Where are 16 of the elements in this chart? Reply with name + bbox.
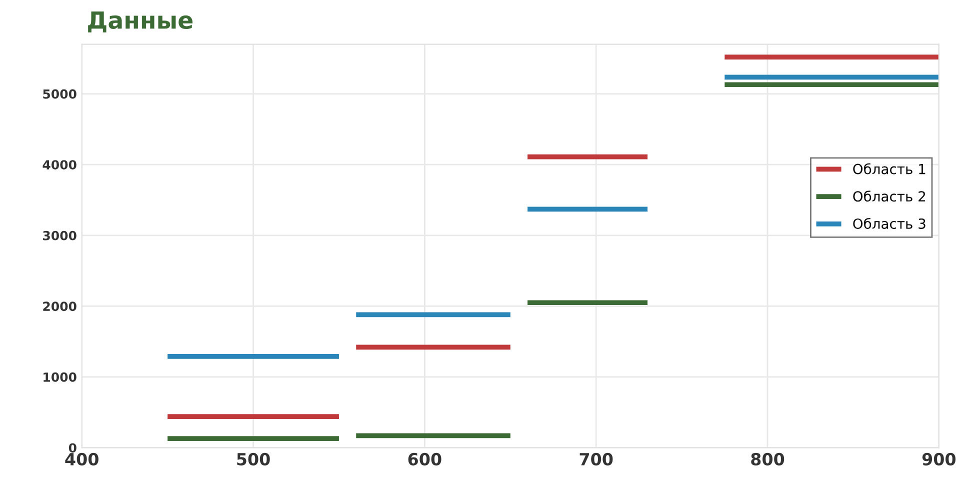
x-tick-label: 900 — [922, 452, 956, 466]
legend-label: Область 2 — [853, 190, 926, 202]
x-tick-label: 400 — [65, 452, 98, 466]
y-tick-label: 1000 — [44, 372, 76, 382]
y-tick-label: 4000 — [42, 160, 76, 170]
x-tick-label: 500 — [237, 452, 270, 466]
y-tick-label: 2000 — [43, 302, 76, 312]
legend-label: Область 1 — [853, 163, 926, 174]
x-tick-label: 800 — [751, 452, 784, 466]
legend-label: Область 3 — [853, 218, 926, 229]
x-tick-label: 600 — [408, 452, 442, 466]
x-tick-label: 700 — [580, 452, 613, 466]
y-tick-label: 5000 — [43, 89, 76, 99]
y-tick-label: 0 — [68, 443, 76, 453]
chart-title: Данные — [88, 11, 192, 32]
y-tick-label: 3000 — [43, 230, 76, 240]
